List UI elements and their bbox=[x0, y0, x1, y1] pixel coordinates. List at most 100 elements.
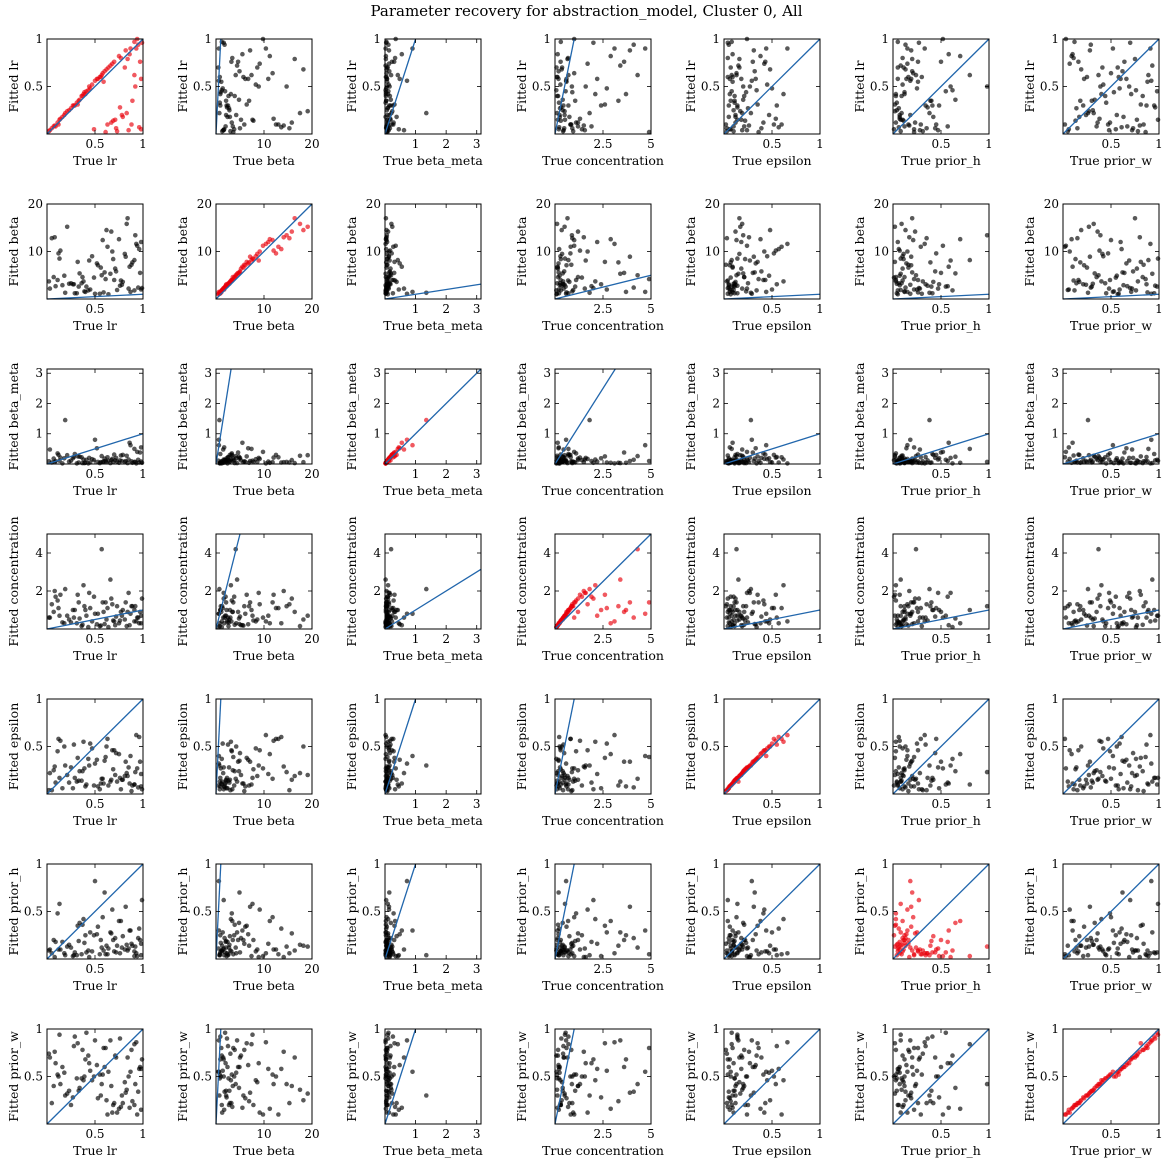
data-point bbox=[903, 42, 908, 47]
data-point bbox=[47, 1055, 53, 1060]
data-point bbox=[1114, 456, 1120, 461]
y-tick-label: 0.5 bbox=[24, 905, 43, 919]
data-point bbox=[384, 233, 390, 238]
data-point bbox=[744, 127, 750, 133]
data-point bbox=[953, 920, 958, 926]
data-point bbox=[900, 1053, 905, 1058]
data-point bbox=[232, 460, 237, 466]
data-point bbox=[740, 84, 746, 89]
data-point bbox=[75, 755, 80, 761]
data-point bbox=[946, 264, 951, 270]
data-point bbox=[924, 126, 929, 131]
data-point bbox=[92, 437, 98, 443]
data-point bbox=[762, 249, 767, 254]
x-tick-label: 1 bbox=[816, 962, 824, 976]
x-tick-label: 0.5 bbox=[762, 1127, 781, 1141]
data-point bbox=[928, 1098, 933, 1104]
y-tick-label: 1 bbox=[373, 32, 381, 46]
data-point bbox=[1118, 941, 1123, 947]
data-point bbox=[727, 289, 733, 295]
y-tick-label: 1 bbox=[35, 32, 43, 46]
data-point bbox=[263, 619, 269, 624]
x-tick-label: 5 bbox=[647, 962, 655, 976]
data-point bbox=[912, 596, 918, 601]
data-point bbox=[247, 48, 253, 53]
data-point bbox=[953, 97, 958, 103]
x-axis-label: True beta_meta bbox=[383, 153, 483, 168]
data-point bbox=[642, 289, 648, 295]
data-point bbox=[1084, 265, 1090, 270]
data-point bbox=[598, 103, 604, 108]
data-point bbox=[383, 756, 388, 762]
data-point bbox=[124, 942, 129, 948]
data-point bbox=[387, 890, 392, 895]
data-point bbox=[916, 1057, 922, 1062]
data-point bbox=[621, 759, 627, 764]
data-point bbox=[95, 924, 101, 929]
data-point bbox=[1107, 451, 1113, 456]
data-point bbox=[404, 761, 410, 766]
data-point bbox=[753, 446, 758, 451]
data-point bbox=[565, 918, 571, 924]
data-point bbox=[266, 771, 271, 777]
data-point bbox=[111, 619, 117, 624]
x-tick-label: 1 bbox=[816, 632, 824, 646]
data-point bbox=[231, 594, 237, 599]
data-point bbox=[923, 454, 928, 460]
data-point bbox=[922, 241, 927, 247]
data-point bbox=[62, 290, 68, 296]
data-point bbox=[618, 577, 623, 582]
data-point bbox=[105, 122, 110, 127]
data-point bbox=[120, 933, 126, 939]
data-point bbox=[424, 110, 429, 116]
x-axis-label: True prior_w bbox=[1070, 648, 1152, 663]
data-point bbox=[1140, 1047, 1145, 1053]
data-point bbox=[249, 953, 254, 959]
data-point bbox=[912, 931, 918, 936]
data-point bbox=[250, 775, 255, 781]
data-point bbox=[1148, 732, 1153, 738]
y-axis-label: Fitted prior_h bbox=[852, 868, 867, 956]
data-point bbox=[571, 1072, 577, 1077]
x-axis-label: True prior_h bbox=[901, 318, 981, 333]
data-point bbox=[383, 1040, 388, 1045]
data-point bbox=[579, 275, 585, 280]
data-point bbox=[122, 65, 128, 70]
data-point bbox=[895, 771, 901, 777]
data-point bbox=[729, 1041, 734, 1047]
data-point bbox=[1138, 592, 1144, 598]
data-point bbox=[561, 126, 567, 131]
data-point bbox=[556, 69, 561, 74]
data-point bbox=[730, 51, 735, 57]
identity-line bbox=[1062, 1028, 1160, 1125]
data-point bbox=[235, 937, 241, 943]
data-point bbox=[233, 1081, 238, 1087]
data-point bbox=[263, 951, 269, 956]
data-point bbox=[77, 271, 82, 276]
data-point bbox=[1148, 241, 1153, 247]
data-point bbox=[642, 442, 648, 448]
data-point bbox=[732, 1076, 737, 1081]
data-point bbox=[924, 235, 929, 241]
data-point bbox=[1098, 84, 1103, 89]
identity-line bbox=[384, 368, 482, 465]
data-point bbox=[923, 1043, 928, 1049]
data-point bbox=[732, 600, 737, 605]
data-point bbox=[118, 787, 124, 792]
data-point bbox=[737, 1079, 742, 1085]
y-axis-label: Fitted beta bbox=[514, 216, 529, 287]
data-point bbox=[902, 289, 907, 295]
data-point bbox=[914, 287, 920, 292]
data-point bbox=[562, 613, 568, 618]
data-point bbox=[892, 259, 898, 265]
data-point bbox=[914, 605, 920, 611]
data-point bbox=[297, 623, 303, 629]
data-point bbox=[608, 621, 613, 626]
data-point bbox=[733, 1083, 738, 1089]
data-point bbox=[390, 1034, 396, 1039]
data-point bbox=[898, 613, 903, 618]
